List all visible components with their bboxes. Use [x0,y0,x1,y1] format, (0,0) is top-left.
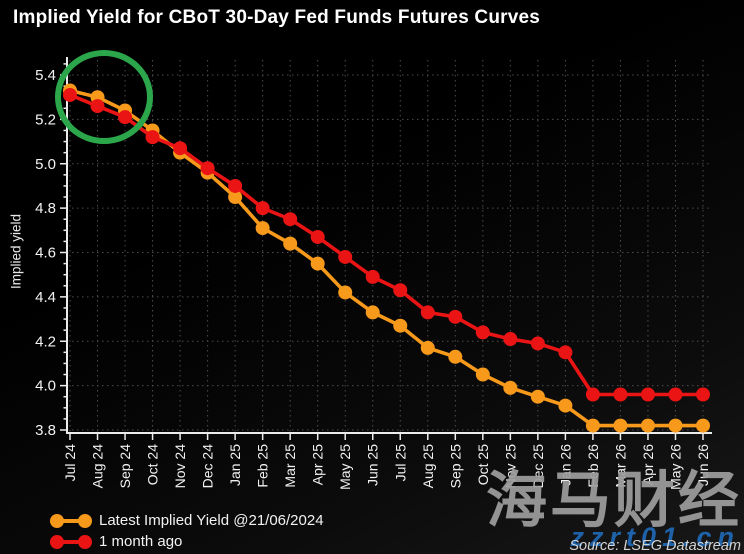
chart-legend: Latest Implied Yield @21/06/2024 1 month… [50,511,324,551]
data-point [365,305,380,320]
data-point [530,389,545,404]
x-tick-label: Oct 25 [475,444,491,485]
x-tick-label: Jan 26 [557,444,573,486]
x-tick-label: Jun 26 [695,444,711,486]
data-point [283,212,298,227]
axes [66,57,712,434]
x-tick-label: Nov 24 [172,444,188,489]
legend-line-dot-marker-red [50,534,92,549]
x-tick-label: Aug 25 [420,444,436,489]
legend-item-latest: Latest Implied Yield @21/06/2024 [50,511,324,530]
x-tick-label: Feb 26 [585,444,601,488]
data-point [63,87,77,102]
x-tick-label: Sep 24 [117,444,133,489]
data-point [338,285,353,300]
series-one-month-ago [63,87,710,402]
y-tick-label: 4.4 [35,289,56,306]
data-point [393,283,408,298]
data-point [310,256,325,271]
data-point [558,398,573,413]
data-point [503,380,518,395]
data-point [640,418,655,433]
series-latest-implied-yield [63,83,710,433]
data-point [173,141,188,156]
data-point [696,387,710,402]
data-point [283,236,298,251]
data-point [475,367,490,382]
data-point [365,269,380,284]
data-point [613,387,628,402]
x-tick-label: Jul 25 [392,444,408,482]
y-tick-label: 5.2 [35,111,56,128]
x-tick-label: Sep 25 [447,444,463,489]
legend-label-latest: Latest Implied Yield @21/06/2024 [99,512,324,529]
data-point [503,332,518,347]
x-axis-ticks [69,433,704,440]
data-point [475,325,490,340]
data-point [696,418,710,433]
data-point [145,130,160,145]
data-point [228,190,243,205]
x-tick-label: May 26 [667,444,683,490]
x-tick-label: Mar 26 [612,444,628,488]
y-tick-label: 4.6 [35,245,56,262]
x-tick-label: Jun 25 [365,444,381,486]
data-point [585,418,600,433]
y-tick-label: 5.0 [35,156,56,173]
data-point [668,418,683,433]
x-tick-label: Dec 25 [530,444,546,489]
y-axis-ticks [60,63,67,431]
y-tick-label: 3.8 [35,422,56,439]
x-tick-label: Feb 25 [255,444,271,488]
legend-line-dot-marker-orange [50,513,92,528]
x-tick-label: Mar 25 [282,444,298,488]
data-point [640,387,655,402]
x-tick-label: Jul 24 [62,444,78,482]
x-tick-label: Oct 24 [145,444,161,485]
data-point [228,178,243,193]
data-point [420,340,435,355]
y-tick-label: 4.0 [35,378,56,395]
data-point [255,221,270,236]
data-point [448,349,463,364]
source-attribution: Source: LSEG Datastream [569,538,741,554]
data-point [90,99,105,114]
x-tick-label: Jan 25 [227,444,243,486]
x-tick-label: May 25 [337,444,353,490]
y-tick-label: 5.4 [35,67,56,84]
data-point [255,201,270,216]
legend-label-month-ago: 1 month ago [99,533,183,550]
x-tick-label: Nov 25 [502,444,518,489]
data-point [448,309,463,324]
y-axis-tick-labels: 3.8 4.0 4.2 4.4 4.6 4.8 5.0 5.2 5.4 [35,67,56,439]
legend-item-month-ago: 1 month ago [50,532,324,551]
y-tick-label: 4.2 [35,333,56,350]
x-tick-label: Aug 24 [90,444,106,489]
y-tick-label: 4.8 [35,200,56,217]
x-tick-label: Apr 25 [310,444,326,485]
data-point [420,305,435,320]
data-point [585,387,600,402]
highlight-circle-annotation [55,50,153,144]
data-point [668,387,683,402]
x-tick-label: Apr 26 [640,444,656,485]
data-point [393,318,408,333]
data-point [613,418,628,433]
chart-title: Implied Yield for CBoT 30-Day Fed Funds … [13,7,541,28]
x-axis-tick-labels: Jul 24 Aug 24 Sep 24 Oct 24 Nov 24 Dec 24 Jan … [62,444,711,490]
data-point [310,229,325,244]
watermark-cjk-text: 海马财经 [485,466,742,534]
gridlines [67,60,710,433]
data-point [530,336,545,351]
x-tick-label: Dec 24 [200,444,216,489]
data-point [338,249,353,264]
data-point [118,110,133,125]
data-point [558,345,573,360]
data-point [200,161,215,176]
watermark-url-text: zzrt01.cn [570,522,740,552]
